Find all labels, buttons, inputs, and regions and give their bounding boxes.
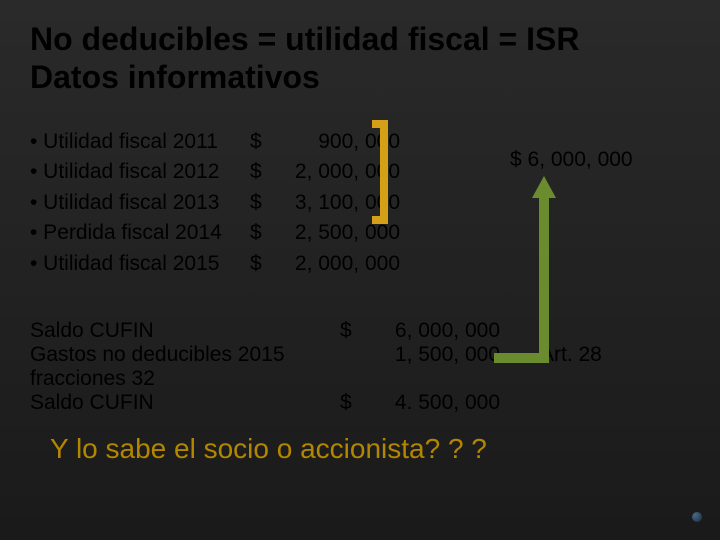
- row-currency: $: [250, 218, 280, 248]
- summary-value: 4. 500, 000: [370, 391, 500, 415]
- summary-currency: [340, 343, 370, 391]
- summary-currency: $: [340, 391, 370, 415]
- summary-row: Saldo CUFIN $ 4. 500, 000: [30, 391, 690, 415]
- row-currency: $: [250, 249, 280, 279]
- title-line-1: No deducibles = utilidad fiscal = ISR: [30, 20, 690, 58]
- summary-value: 1, 500, 000: [370, 343, 500, 391]
- summary-row: Gastos no deducibles 2015 fracciones 32 …: [30, 343, 690, 391]
- bracket-total: $ 6, 000, 000: [510, 148, 633, 172]
- row-label: • Utilidad fiscal 2011: [30, 127, 250, 157]
- summary-label: Saldo CUFIN: [30, 319, 340, 343]
- summary-block: Saldo CUFIN $ 6, 000, 000 Gastos no dedu…: [30, 319, 690, 415]
- row-label: • Utilidad fiscal 2012: [30, 157, 250, 187]
- slide: No deducibles = utilidad fiscal = ISR Da…: [0, 0, 720, 540]
- row-value: 2, 000, 000: [280, 249, 400, 279]
- list-item: • Utilidad fiscal 2013 $ 3, 100, 000: [30, 188, 690, 218]
- summary-row: Saldo CUFIN $ 6, 000, 000: [30, 319, 690, 343]
- list-item: • Perdida fiscal 2014 $ 2, 500, 000: [30, 218, 690, 248]
- summary-label: Gastos no deducibles 2015 fracciones 32: [30, 343, 340, 391]
- row-currency: $: [250, 157, 280, 187]
- slide-title: No deducibles = utilidad fiscal = ISR Da…: [30, 20, 690, 97]
- row-currency: $: [250, 127, 280, 157]
- row-label: • Utilidad fiscal 2013: [30, 188, 250, 218]
- list-item: • Utilidad fiscal 2015 $ 2, 000, 000: [30, 249, 690, 279]
- summary-label: Saldo CUFIN: [30, 391, 340, 415]
- row-label: • Perdida fiscal 2014: [30, 218, 250, 248]
- row-label: • Utilidad fiscal 2015: [30, 249, 250, 279]
- row-currency: $: [250, 188, 280, 218]
- corner-dot-icon: [692, 512, 702, 522]
- summary-currency: $: [340, 319, 370, 343]
- summary-value: 6, 000, 000: [370, 319, 500, 343]
- bracket-icon: [370, 120, 400, 230]
- title-line-2: Datos informativos: [30, 58, 690, 96]
- arrow-up-icon: [490, 170, 570, 370]
- footer-question: Y lo sabe el socio o accionista? ? ?: [50, 433, 690, 465]
